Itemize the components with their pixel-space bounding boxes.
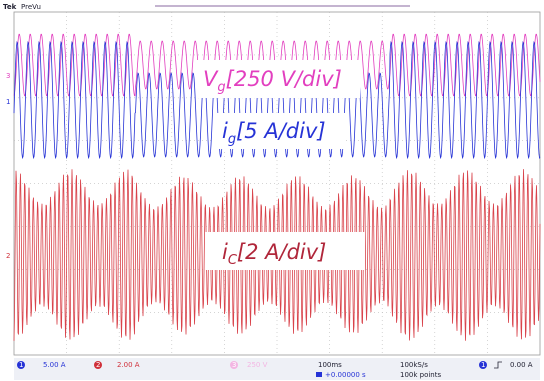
scope-screen: Tek PreVu Vg[250 V/div] ig[5 A/div] iC[2… (0, 0, 544, 381)
brand: Tek (3, 3, 17, 11)
label-text: ig[5 A/div] (222, 119, 326, 147)
ch-num: 3 (232, 361, 236, 369)
channel-marker: 2 (6, 252, 10, 260)
channel-marker: 3 (6, 72, 10, 80)
offset-icon (316, 372, 322, 377)
label-ic: iC[2 A/div] (205, 232, 365, 270)
trigger-channel: 1 (481, 361, 485, 369)
points: 100k points (400, 371, 441, 379)
ch-scale: 5.00 A (43, 361, 66, 369)
status-bg (14, 358, 540, 380)
channel-marker: 1 (6, 98, 10, 106)
trigger-level: 0.00 A (510, 361, 533, 369)
sample-rate: 100kS/s (400, 361, 428, 369)
mode: PreVu (21, 3, 41, 11)
label-vg: Vg[250 V/div] (197, 60, 360, 98)
label-text: iC[2 A/div] (222, 240, 326, 268)
status-bar: 1 5.00 A 2 2.00 A 3 250 V 100ms +0.00000… (14, 358, 540, 380)
offset: +0.00000 s (325, 371, 366, 379)
ch-num: 1 (19, 361, 23, 369)
timebase: 100ms (318, 361, 342, 369)
ch-scale: 2.00 A (117, 361, 140, 369)
ch-scale: 250 V (247, 361, 268, 369)
ch-num: 2 (96, 361, 100, 369)
label-ig: ig[5 A/div] (213, 113, 346, 149)
